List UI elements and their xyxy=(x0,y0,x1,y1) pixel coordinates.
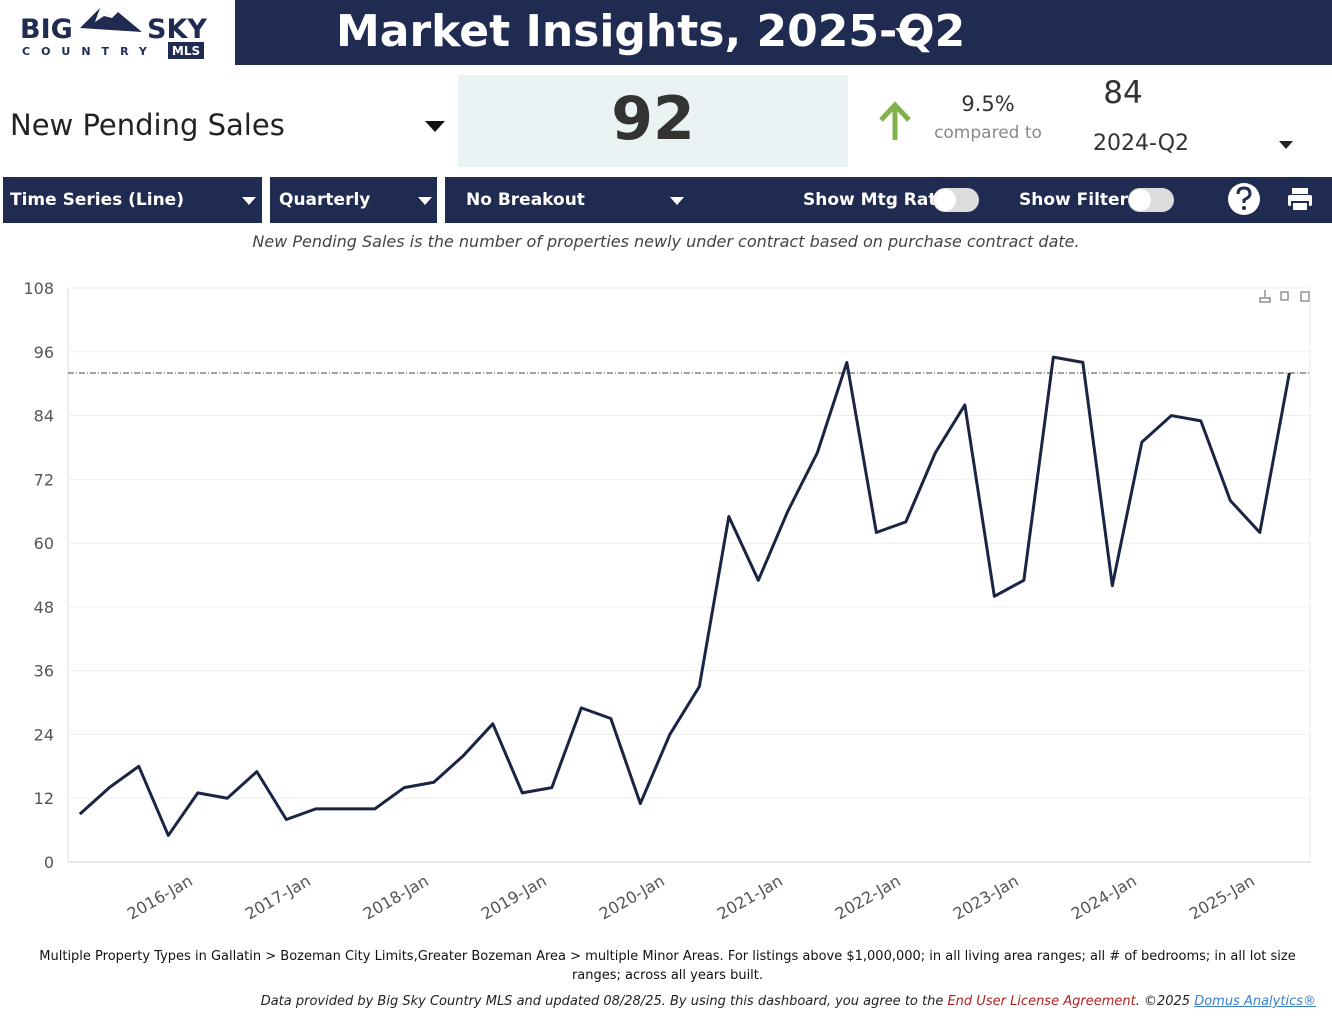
kpi-change: 9.5% xyxy=(961,92,1015,116)
x-tick-label: 2019-Jan xyxy=(478,871,550,923)
chart: 0 12 24 36 48 60 72 84 96 108 2016-Jan 2017-Jan 2018… xyxy=(23,279,1311,923)
y-tick-label: 108 xyxy=(23,279,54,298)
metric-dropdown[interactable] xyxy=(424,120,446,134)
y-tick-label: 12 xyxy=(34,789,54,808)
y-tick-label: 48 xyxy=(34,598,54,617)
x-tick-label: 2018-Jan xyxy=(360,871,432,923)
logo-country: COUNTRY xyxy=(22,45,158,58)
mls-badge xyxy=(168,42,204,59)
x-tick-label: 2024-Jan xyxy=(1068,871,1140,923)
toolbar-icons xyxy=(242,183,1312,215)
dropdown-arrows[interactable] xyxy=(242,197,684,205)
eula-link[interactable]: End User License Agreement xyxy=(947,994,1136,1009)
breakout-select[interactable]: No Breakout xyxy=(466,190,585,210)
line xyxy=(78,355,1291,837)
toolbar-divider xyxy=(262,177,270,223)
logo-mls: MLS xyxy=(172,44,200,58)
print-button[interactable] xyxy=(1288,188,1312,212)
description: New Pending Sales is the number of prope… xyxy=(252,232,1080,251)
y-tick-label: 24 xyxy=(34,725,54,744)
x-tick-label: 2020-Jan xyxy=(596,871,668,923)
logo-big: BIG xyxy=(20,14,73,45)
kpi-value: 92 xyxy=(611,84,695,154)
x-tick-label: 2016-Jan xyxy=(124,871,196,923)
disclaimer: Data provided by Big Sky Country MLS and… xyxy=(261,994,1316,1009)
x-tick-label: 2022-Jan xyxy=(832,871,904,923)
x-tick-label: 2025-Jan xyxy=(1186,871,1258,923)
period-dropdown[interactable] xyxy=(1278,140,1294,150)
comparison-period[interactable]: 2024-Q2 xyxy=(1093,131,1190,156)
compared-to: compared to xyxy=(934,123,1042,143)
chart-tools[interactable] xyxy=(1259,290,1310,303)
y-tick-label: 72 xyxy=(34,470,54,489)
toolbar-divider xyxy=(437,177,445,223)
disclaimer-text: Data provided by Big Sky Country MLS and… xyxy=(260,994,948,1009)
logo: BIG SKY COUNTRY MLS xyxy=(0,0,235,65)
interval-select[interactable]: Quarterly xyxy=(279,190,371,210)
y-tick-label: 36 xyxy=(34,662,54,681)
toolbar xyxy=(3,177,1332,223)
logo-sky: SKY xyxy=(147,14,207,45)
x-tick-label: 2023-Jan xyxy=(950,871,1022,923)
y-tick-label: 96 xyxy=(34,343,54,362)
copyright: . ©2025 xyxy=(1135,994,1195,1009)
y-tick-label: 60 xyxy=(34,534,54,553)
metric-select[interactable]: New Pending Sales xyxy=(10,108,285,142)
title-dropdown[interactable] xyxy=(893,26,923,46)
chart-type-select[interactable]: Time Series (Line) xyxy=(10,190,184,210)
up-arrow xyxy=(879,101,911,140)
filter-summary: Multiple Property Types in Gallatin > Bo… xyxy=(39,949,1296,983)
snow xyxy=(95,8,112,22)
page-title[interactable]: Market Insights, 2025-Q2 xyxy=(336,6,966,57)
comparison-value: 84 xyxy=(1103,75,1143,111)
filters-label: Show Filters: xyxy=(1019,190,1145,210)
y-tick-label: 0 xyxy=(44,853,54,872)
kpi-box xyxy=(458,75,848,167)
y-tick-label: 84 xyxy=(34,407,54,426)
mountain xyxy=(80,8,142,32)
vendor-link[interactable]: Domus Analytics® xyxy=(1194,994,1316,1009)
header-bar xyxy=(235,0,1332,65)
x-tick-label: 2017-Jan xyxy=(242,871,314,923)
x-tick-label: 2021-Jan xyxy=(714,871,786,923)
mtg-rate-label: Show Mtg Rate: xyxy=(803,190,955,210)
logo-art: BIG SKY COUNTRY MLS xyxy=(20,8,207,59)
